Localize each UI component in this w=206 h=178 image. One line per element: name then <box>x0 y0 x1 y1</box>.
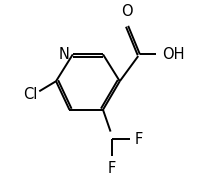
Text: F: F <box>135 132 143 147</box>
Text: F: F <box>108 161 116 176</box>
Text: N: N <box>58 47 69 62</box>
Text: OH: OH <box>163 47 185 62</box>
Text: O: O <box>121 4 132 19</box>
Text: Cl: Cl <box>23 87 37 102</box>
